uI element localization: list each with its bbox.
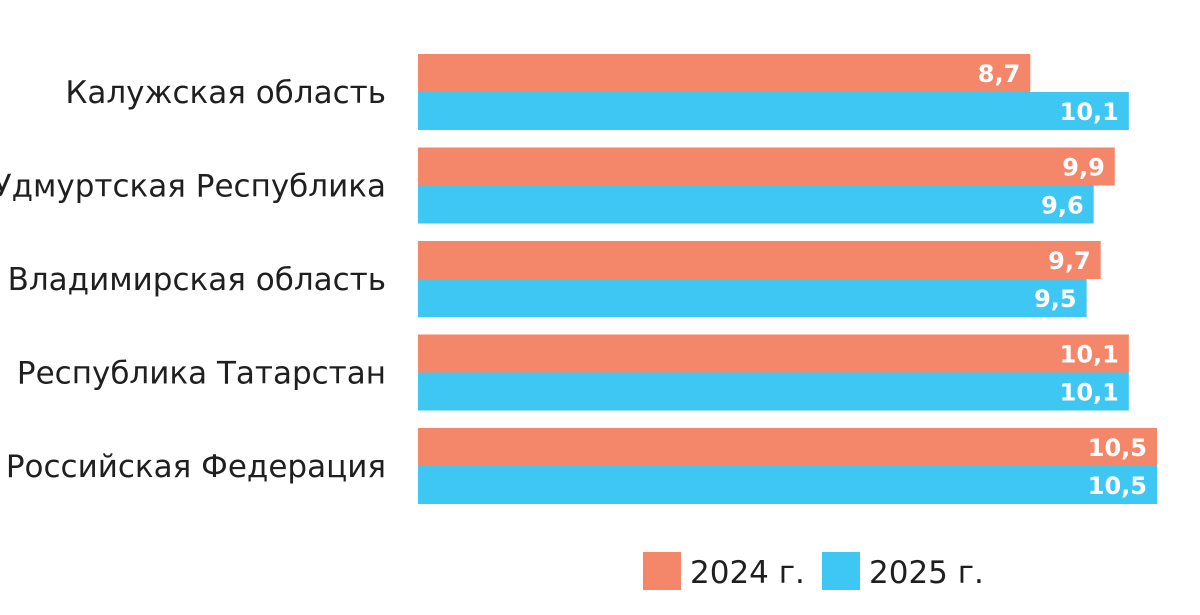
category-label: Владимирская область [8, 262, 386, 298]
bar-2024 [418, 334, 1129, 373]
bar-2024 [418, 147, 1115, 186]
data-label: 9,5 [1034, 285, 1077, 313]
data-label: 8,7 [978, 60, 1021, 88]
legend-swatch-2025 [822, 552, 860, 590]
data-label: 9,7 [1048, 247, 1091, 275]
bar-2024 [418, 428, 1157, 466]
category-label: Российская Федерация [6, 449, 386, 485]
category-label: Калужская область [65, 75, 386, 111]
data-label: 10,1 [1060, 98, 1119, 126]
bar-2025 [418, 185, 1094, 224]
bar-2025 [418, 279, 1087, 317]
legend-swatch-2024 [643, 552, 681, 590]
data-label: 10,5 [1088, 472, 1147, 500]
legend-label-2024: 2024 г. [690, 555, 805, 591]
category-labels: Калужская область Удмуртская Республика Вл… [0, 75, 386, 485]
bar-2025 [418, 466, 1157, 504]
legend-label-2025: 2025 г. [869, 555, 984, 591]
data-label: 10,5 [1088, 434, 1147, 462]
data-label: 9,6 [1041, 192, 1084, 220]
bar-2024 [418, 54, 1031, 92]
bars-group: 8,7 10,1 9,9 9,6 9,7 9,5 10,1 10,1 10,5 10,5 [418, 54, 1157, 504]
bar-2025 [418, 372, 1129, 411]
legend: 2024 г. 2025 г. [643, 552, 984, 591]
data-label: 10,1 [1060, 379, 1119, 407]
bar-2024 [418, 241, 1101, 279]
category-label: Республика Татарстан [17, 356, 386, 392]
data-label: 10,1 [1060, 341, 1119, 369]
data-label: 9,9 [1062, 154, 1105, 182]
category-label: Удмуртская Республика [0, 169, 386, 205]
bar-2025 [418, 92, 1129, 130]
